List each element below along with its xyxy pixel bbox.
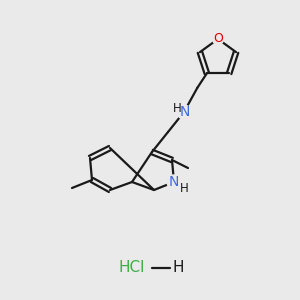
Text: H: H [180, 182, 188, 196]
Text: HCl: HCl [119, 260, 145, 275]
Circle shape [177, 105, 191, 119]
Text: O: O [213, 32, 223, 46]
Circle shape [212, 34, 224, 44]
Text: N: N [180, 105, 190, 119]
Circle shape [167, 175, 181, 189]
Text: N: N [169, 175, 179, 189]
Text: H: H [172, 101, 182, 115]
Text: H: H [172, 260, 184, 275]
